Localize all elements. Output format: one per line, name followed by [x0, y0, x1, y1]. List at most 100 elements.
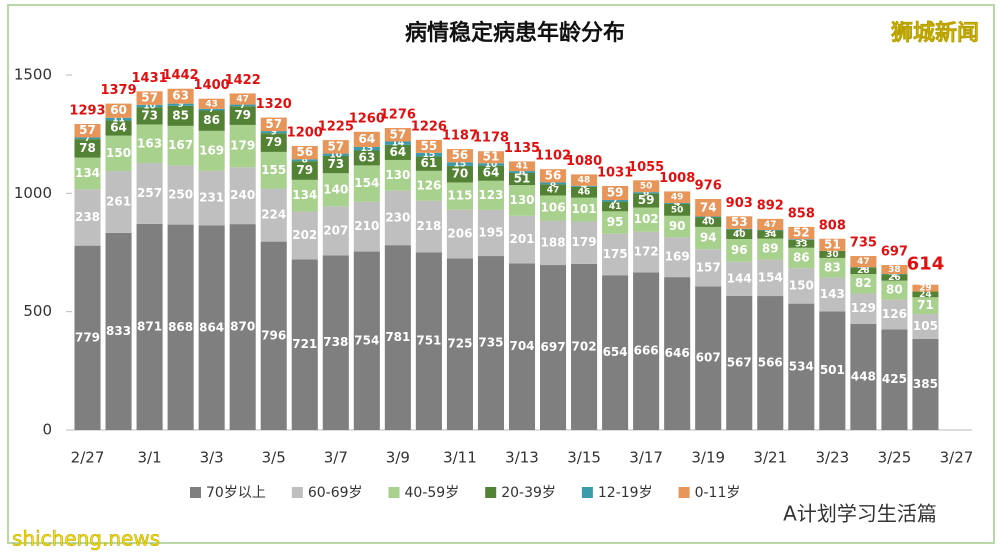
- segment-label: 870: [230, 320, 255, 334]
- total-label: 614: [907, 254, 945, 275]
- segment-label: 155: [261, 163, 286, 177]
- segment-label: 210: [354, 219, 379, 233]
- bar-segment: [136, 163, 163, 224]
- segment-label: 51: [483, 150, 500, 164]
- bar-segment: [477, 256, 504, 430]
- bar-segment: [912, 284, 939, 292]
- segment-label: 52: [793, 226, 810, 240]
- bar-segment: [664, 203, 691, 204]
- bar-segment: [229, 106, 256, 125]
- total-label: 892: [757, 198, 784, 213]
- segment-label: 126: [882, 307, 907, 321]
- segment-label: 175: [603, 247, 628, 261]
- total-label: 1135: [504, 141, 540, 156]
- bar-segment: [74, 245, 101, 430]
- bar-segment: [198, 110, 225, 131]
- segment-label: 134: [292, 188, 317, 202]
- segment-label: 70: [452, 167, 469, 181]
- legend-label: 40-59岁: [405, 485, 460, 501]
- segment-label: 8: [302, 156, 308, 166]
- segment-label: 8: [550, 179, 556, 189]
- total-label: 808: [819, 218, 846, 233]
- segment-label: 56: [452, 148, 469, 162]
- bar-segment: [105, 171, 132, 233]
- segment-label: 50: [671, 205, 684, 215]
- x-tick-label: 3/23: [816, 449, 850, 467]
- total-label: 1422: [225, 73, 261, 88]
- bar-segment: [136, 124, 163, 164]
- bar-segment: [415, 170, 442, 201]
- x-tick-label: 3/5: [262, 449, 286, 467]
- bar-segment: [912, 297, 939, 315]
- segment-label: 59: [638, 193, 655, 207]
- segment-label: 40: [733, 230, 746, 240]
- bar-segment: [757, 259, 784, 297]
- bar-segment: [726, 239, 753, 262]
- bar-segment: [664, 237, 691, 278]
- segment-label: 64: [390, 145, 407, 159]
- segment-label: 167: [168, 138, 193, 152]
- x-tick-label: 3/1: [138, 449, 162, 467]
- total-label: 1055: [628, 160, 664, 175]
- segment-label: 79: [296, 163, 313, 177]
- total-label: 1320: [256, 97, 292, 112]
- bar-segment: [540, 220, 567, 266]
- bar-segment: [353, 150, 380, 166]
- total-label: 1293: [69, 103, 105, 118]
- bar-segment: [757, 238, 784, 260]
- segment-label: 738: [323, 335, 348, 349]
- segment-label: 10: [143, 102, 156, 112]
- bar-segment: [167, 105, 194, 126]
- x-tick-label: 3/3: [200, 449, 224, 467]
- bar-segment: [788, 268, 815, 304]
- bar-segment: [540, 265, 567, 430]
- bar-segment: [912, 314, 939, 339]
- segment-label: 30: [826, 250, 839, 260]
- bar-segment: [571, 221, 598, 264]
- bar-segment: [571, 185, 598, 187]
- bar-segment: [322, 155, 349, 174]
- bar-segment: [415, 200, 442, 253]
- x-tick-label: 3/27: [940, 449, 974, 467]
- segment-label: 105: [913, 319, 938, 333]
- segment-label: 79: [265, 135, 282, 149]
- segment-label: 261: [106, 194, 131, 208]
- segment-label: 83: [824, 260, 841, 274]
- total-label: 735: [850, 236, 877, 251]
- bar-segment: [508, 185, 536, 216]
- bar-segment: [540, 182, 567, 185]
- bar-segment: [508, 263, 536, 430]
- watermark: 狮城新闻: [891, 20, 979, 46]
- total-label: 1031: [597, 165, 633, 180]
- segment-label: 126: [416, 178, 441, 192]
- bar-segment: [664, 277, 691, 430]
- legend-swatch: [190, 487, 201, 498]
- segment-label: 59: [607, 185, 624, 199]
- segment-label: 2: [891, 270, 897, 280]
- segment-label: 55: [421, 139, 438, 153]
- total-label: 1008: [659, 171, 695, 186]
- bar-segment: [446, 149, 473, 163]
- segment-label: 47: [857, 257, 870, 267]
- bar-segment: [415, 156, 442, 171]
- bar-segment: [633, 272, 660, 430]
- segment-label: 50: [640, 182, 653, 192]
- bar-segment: [74, 189, 101, 246]
- x-tick-label: 3/9: [386, 449, 410, 467]
- bar-segment: [633, 193, 660, 208]
- segment-label: 169: [665, 250, 690, 264]
- segment-label: 7: [612, 196, 618, 206]
- x-tick-label: 3/19: [691, 449, 725, 467]
- bar-segment: [788, 226, 815, 240]
- segment-label: 61: [421, 156, 438, 170]
- legend-label: 70岁以上: [206, 485, 266, 501]
- bar-segment: [353, 251, 380, 430]
- segment-label: 250: [168, 187, 193, 201]
- bar-segment: [415, 152, 442, 157]
- bar-segment: [229, 93, 256, 105]
- segment-label: 49: [671, 193, 684, 203]
- segment-label: 697: [541, 340, 566, 354]
- bar-segment: [74, 139, 101, 158]
- source: shicheng.news: [12, 527, 160, 551]
